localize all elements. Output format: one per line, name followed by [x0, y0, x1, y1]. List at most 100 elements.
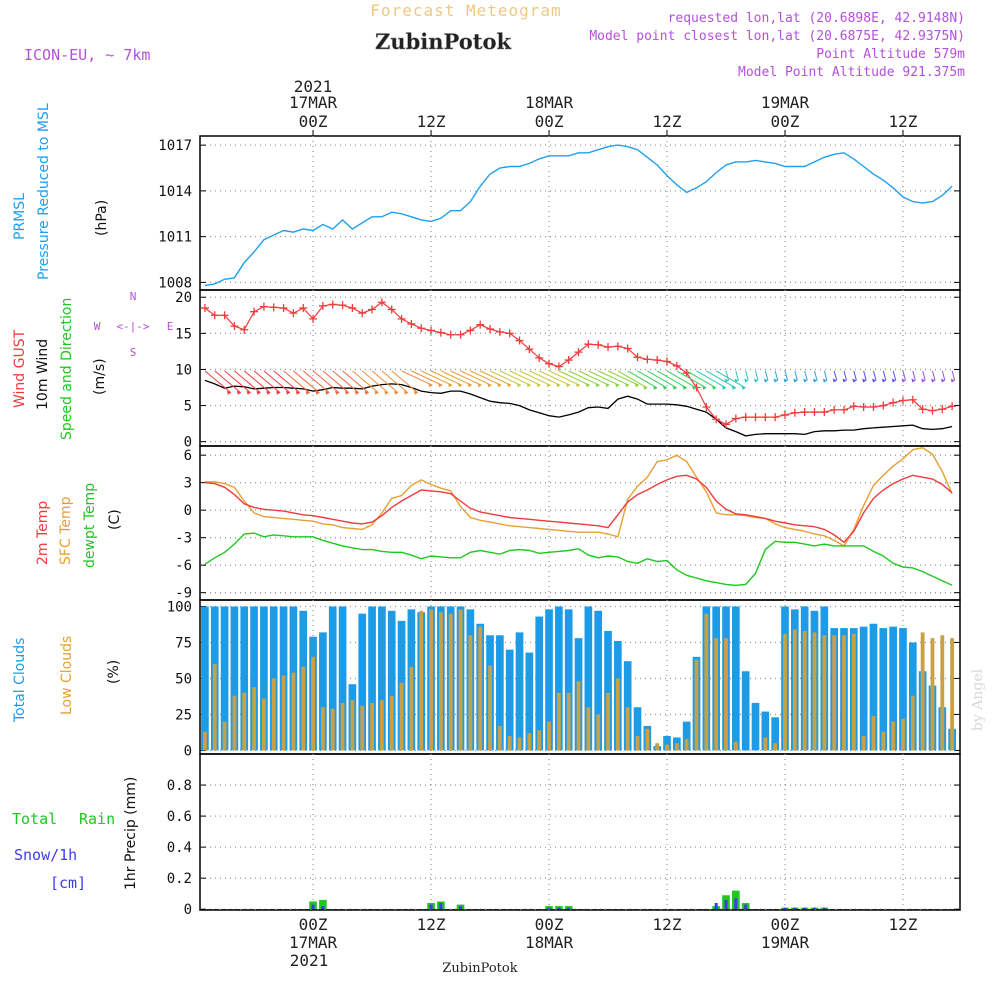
total-cloud-bar	[899, 628, 907, 751]
gust-marker	[908, 395, 917, 404]
gust-marker	[731, 414, 740, 423]
gust-marker	[466, 326, 475, 335]
gust-marker	[653, 356, 662, 365]
wind-arrow-head	[862, 378, 867, 383]
total-cloud-bar	[515, 632, 524, 751]
top-time-label: 00Z	[299, 112, 328, 131]
total-cloud-bar	[682, 721, 691, 751]
gust-marker	[515, 336, 524, 345]
low-cloud-bar	[655, 743, 660, 751]
pressure-label-prmsl: PRMSL	[12, 193, 28, 240]
low-cloud-bar	[566, 692, 571, 751]
temp-labels: 2m Temp SFC Temp dewpt Temp (C)	[35, 483, 123, 568]
precip-frame	[199, 753, 961, 911]
bottom-time-label: 12Z	[417, 915, 446, 934]
wind-arrow-shaft	[499, 370, 531, 386]
wind-direction-arrow	[293, 370, 320, 395]
low-cloud-bar	[517, 737, 522, 751]
low-cloud-bar	[232, 695, 237, 751]
wind-direction-arrow	[891, 370, 897, 383]
wind-direction-arrow	[391, 370, 419, 395]
low-cloud-bar	[507, 736, 512, 751]
temp-tick-label: 3	[184, 476, 192, 492]
wind-direction-arrow	[558, 370, 590, 388]
wind-arrow-head	[891, 378, 896, 383]
gust-marker	[682, 369, 691, 378]
wind-arrow-head	[285, 390, 290, 395]
bottom-date-label: 18MAR	[525, 933, 574, 952]
wind-arrow-shaft	[293, 370, 320, 394]
gust-marker	[289, 309, 298, 318]
temp-tick-label: -9	[175, 586, 192, 602]
gust-marker	[918, 405, 927, 414]
total-cloud-bar	[358, 613, 367, 751]
gust-marker	[338, 301, 347, 310]
wind-direction-arrow	[234, 370, 261, 395]
low-cloud-bar	[910, 695, 915, 751]
gust-marker	[486, 325, 495, 333]
gust-marker	[240, 325, 249, 334]
wind-arrow-shaft	[735, 370, 739, 381]
wind-direction-arrow	[479, 370, 512, 388]
wind-arrow-shaft	[371, 370, 399, 394]
wind-arrow-shaft	[224, 370, 251, 394]
snow-bar	[714, 903, 718, 910]
top-date-label: 19MAR	[761, 93, 810, 112]
wind-direction-arrow	[430, 370, 463, 388]
top-date-label: 17MAR	[289, 93, 338, 112]
wind-arrow-head	[783, 378, 788, 383]
wind-arrow-head	[335, 390, 340, 395]
gust-marker	[309, 314, 318, 323]
total-cloud-bar	[269, 606, 278, 751]
wind-arrow-shaft	[558, 370, 590, 386]
low-cloud-bar	[547, 721, 551, 751]
wind-arrow-head	[457, 383, 462, 388]
wind-arrow-shaft	[548, 370, 581, 386]
wind-arrow-head	[911, 378, 916, 383]
total-cloud-bar	[230, 606, 239, 751]
gust-marker	[446, 330, 455, 339]
total-cloud-bar	[260, 606, 268, 751]
wind-direction-arrow	[696, 370, 727, 390]
wind-direction-arrow	[921, 370, 926, 383]
wind-arrow-shaft	[647, 370, 678, 389]
wind-direction-arrow	[243, 370, 271, 395]
wind-arrow-head	[305, 390, 310, 395]
total-cloud-bar	[663, 736, 671, 751]
low-cloud-bar	[409, 666, 414, 751]
gust-marker	[810, 408, 819, 417]
wind-arrow-head	[773, 378, 778, 383]
wind-direction-arrow	[450, 370, 482, 388]
low-cloud-bar	[881, 731, 886, 751]
wind-direction-arrow	[617, 370, 648, 390]
low-cloud-bar	[281, 675, 286, 751]
wind-arrow-shaft	[322, 370, 350, 394]
wind-direction-arrow	[312, 370, 340, 395]
wind-direction-arrow	[754, 370, 759, 383]
wind-arrow-head	[556, 383, 561, 388]
wind-direction-arrow	[460, 370, 492, 388]
wind-arrow-shaft	[843, 370, 848, 381]
dewpt-line	[204, 532, 953, 587]
wind-arrow-head	[852, 378, 857, 383]
watermark: by Angel	[970, 668, 986, 731]
low-cloud-bar	[497, 725, 502, 751]
wind-tick-label: 0	[184, 435, 192, 451]
wind-direction-arrow	[597, 370, 630, 388]
wind-direction-arrow	[734, 370, 739, 383]
wind-arrow-head	[507, 383, 512, 388]
low-cloud-bar	[694, 659, 699, 751]
gust-marker	[318, 301, 327, 310]
point-altitude: Point Altitude 579m	[816, 47, 965, 62]
gust-marker	[672, 361, 681, 370]
gust-marker	[712, 415, 721, 424]
gust-marker	[259, 302, 268, 311]
wind-arrow-shaft	[440, 370, 472, 386]
total-cloud-bar	[535, 616, 544, 751]
wind-direction-arrow	[832, 370, 838, 383]
gust-marker	[771, 413, 780, 422]
total-cloud-bar	[240, 606, 249, 751]
low-cloud-bar	[930, 638, 935, 751]
wind-arrow-shaft	[489, 370, 522, 386]
wind-arrow-shaft	[745, 370, 749, 381]
